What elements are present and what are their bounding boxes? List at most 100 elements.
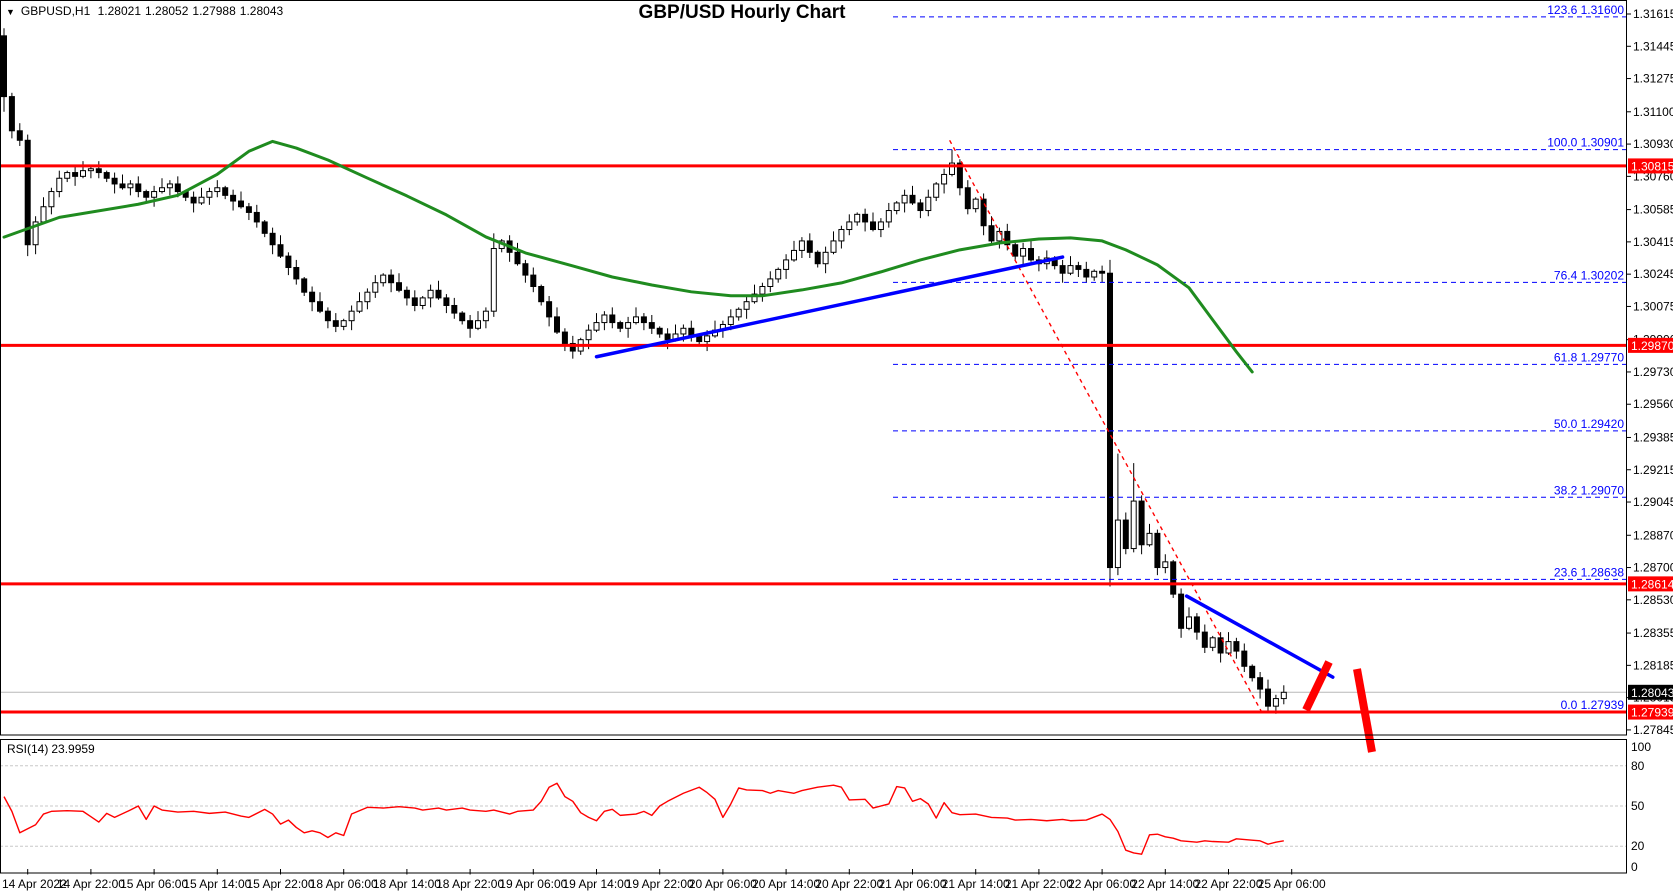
quote-high: 1.28052 <box>145 4 189 18</box>
candle <box>1122 512 1129 555</box>
rsi-scale-label: 100 <box>1631 740 1651 754</box>
candle <box>388 269 395 293</box>
symbol-dropdown-icon[interactable]: ▼ <box>6 7 15 17</box>
candle <box>111 172 118 194</box>
candle <box>1217 632 1224 663</box>
price-axis-label: 1.28870 <box>1633 528 1673 542</box>
candle <box>143 189 150 202</box>
candle <box>909 185 916 205</box>
level-price-badge-text: 1.27939 <box>1631 706 1673 720</box>
rsi-indicator-label: RSI(14) 23.9959 <box>7 742 98 756</box>
price-axis-label: 1.29385 <box>1633 430 1673 444</box>
symbol-info: ▼ GBPUSD,H1 1.28021 1.28052 1.27988 1.28043 <box>6 4 287 18</box>
candle <box>16 123 23 146</box>
candle <box>830 231 837 255</box>
candle <box>569 335 576 359</box>
candle <box>996 227 1003 249</box>
x-axis-label: 22 Apr 14:00 <box>1131 877 1199 891</box>
x-axis-label: 19 Apr 06:00 <box>499 877 567 891</box>
rsi-scale-label: 20 <box>1631 839 1645 853</box>
candle <box>48 187 55 215</box>
candle <box>972 197 979 213</box>
descending-trendline[interactable] <box>1184 594 1335 679</box>
candle <box>735 307 742 321</box>
candle <box>1012 242 1019 260</box>
price-axis-label: 1.29730 <box>1633 365 1673 379</box>
candle <box>1193 613 1200 640</box>
level-price-badge-text: 1.29870 <box>1631 339 1673 353</box>
candle <box>32 216 39 255</box>
candle <box>1280 685 1287 705</box>
rsi-line <box>3 782 1284 855</box>
candle <box>332 313 339 333</box>
x-axis-label: 14 Apr 2022 <box>2 877 67 891</box>
quote-open: 1.28021 <box>97 4 142 18</box>
candle <box>609 307 616 329</box>
price-axis-label: 1.30075 <box>1633 299 1673 313</box>
candle <box>364 288 371 310</box>
candle <box>1265 679 1271 713</box>
candle <box>1107 259 1113 587</box>
candle <box>554 307 560 334</box>
price-axis-label: 1.28185 <box>1633 658 1673 672</box>
candle <box>838 225 845 249</box>
ascending-trendline[interactable] <box>594 255 1065 359</box>
moving-average-line <box>2 139 1254 374</box>
candle <box>135 176 142 198</box>
candle <box>862 208 869 232</box>
candle <box>490 233 497 317</box>
candle <box>64 170 71 183</box>
candle <box>56 170 63 198</box>
fib-label: 76.4 1.30202 <box>1554 268 1624 282</box>
candle <box>356 292 363 314</box>
price-axis-label: 1.28530 <box>1633 593 1673 607</box>
candle <box>751 284 758 304</box>
candle <box>1178 588 1185 638</box>
level-price-badge <box>1628 576 1673 592</box>
candle <box>633 307 639 325</box>
candle <box>949 149 955 177</box>
level-price-badge-text: 1.28614 <box>1631 577 1673 591</box>
candle <box>230 189 237 211</box>
candle <box>1059 259 1066 283</box>
price-axis-label: 1.29215 <box>1633 463 1673 477</box>
candle <box>870 212 876 232</box>
candle <box>1114 453 1121 576</box>
candle <box>893 201 900 215</box>
candle <box>546 295 553 327</box>
x-axis-label: 25 Apr 06:00 <box>1258 877 1326 891</box>
candle <box>127 180 134 196</box>
red-marker-stroke[interactable] <box>1353 668 1376 753</box>
candle <box>1146 523 1153 547</box>
red-marker-stroke[interactable] <box>1302 660 1333 712</box>
rsi-name: RSI(14) <box>7 742 49 756</box>
candle <box>767 271 774 293</box>
level-price-badge-text: 1.30815 <box>1631 159 1673 173</box>
quote-close: 1.28043 <box>239 4 284 18</box>
candle <box>1201 624 1208 654</box>
x-axis-label: 19 Apr 14:00 <box>562 877 630 891</box>
fib-label: 100.0 1.30901 <box>1547 136 1624 150</box>
x-axis-label: 15 Apr 14:00 <box>183 877 251 891</box>
candle <box>285 252 292 276</box>
rsi-value: 23.9959 <box>51 742 95 756</box>
candle <box>443 294 450 314</box>
candle <box>822 246 829 274</box>
candle <box>1028 239 1034 262</box>
candle <box>783 254 790 279</box>
candle <box>403 286 410 306</box>
candle <box>1091 269 1098 281</box>
candle <box>348 305 355 331</box>
candle <box>419 295 426 310</box>
candle <box>964 180 971 215</box>
fib-label: 123.6 1.31600 <box>1547 3 1624 17</box>
rsi-pane-frame <box>0 739 1627 874</box>
candle <box>625 316 632 338</box>
rsi-scale-label: 50 <box>1631 799 1645 813</box>
candle <box>396 273 402 293</box>
price-axis-label: 1.31445 <box>1633 39 1673 53</box>
candle <box>324 307 331 329</box>
x-axis-label: 20 Apr 06:00 <box>689 877 757 891</box>
x-axis-label: 21 Apr 06:00 <box>878 877 946 891</box>
